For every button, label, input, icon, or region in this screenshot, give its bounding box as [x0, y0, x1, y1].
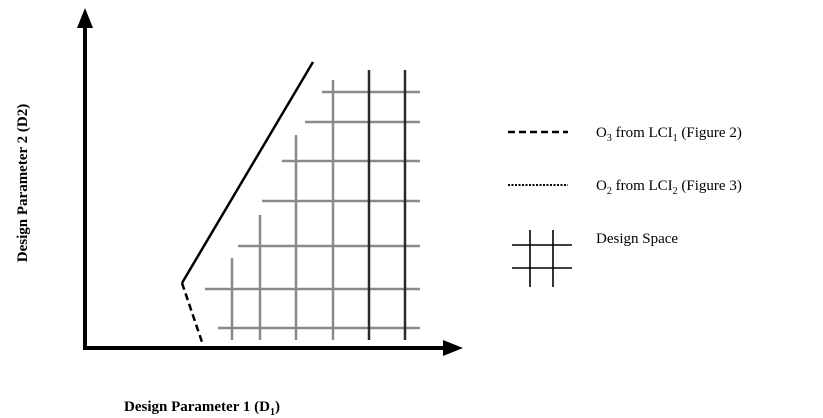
design-space-horizontal-lines	[205, 90, 420, 330]
legend-grid-icon	[512, 230, 572, 287]
constraint-o3-dashed-line	[180, 282, 205, 346]
x-axis-arrowhead	[443, 340, 463, 356]
y-axis-arrowhead	[77, 8, 93, 28]
legend-entry-o3: O3 from LCI1 (Figure 2)	[596, 125, 742, 144]
x-axis-label: Design Parameter 1 (D1)	[124, 399, 280, 418]
legend-entry-design-space: Design Space	[596, 231, 678, 247]
legend-entry-o2: O2 from LCI2 (Figure 3)	[596, 178, 742, 197]
legend-symbols	[508, 130, 572, 287]
axes	[77, 8, 463, 356]
y-axis-label: Design Parameter 2 (D2)	[15, 104, 31, 262]
constraint-o2-line	[180, 61, 315, 284]
design-space-vertical-lines	[230, 70, 407, 340]
